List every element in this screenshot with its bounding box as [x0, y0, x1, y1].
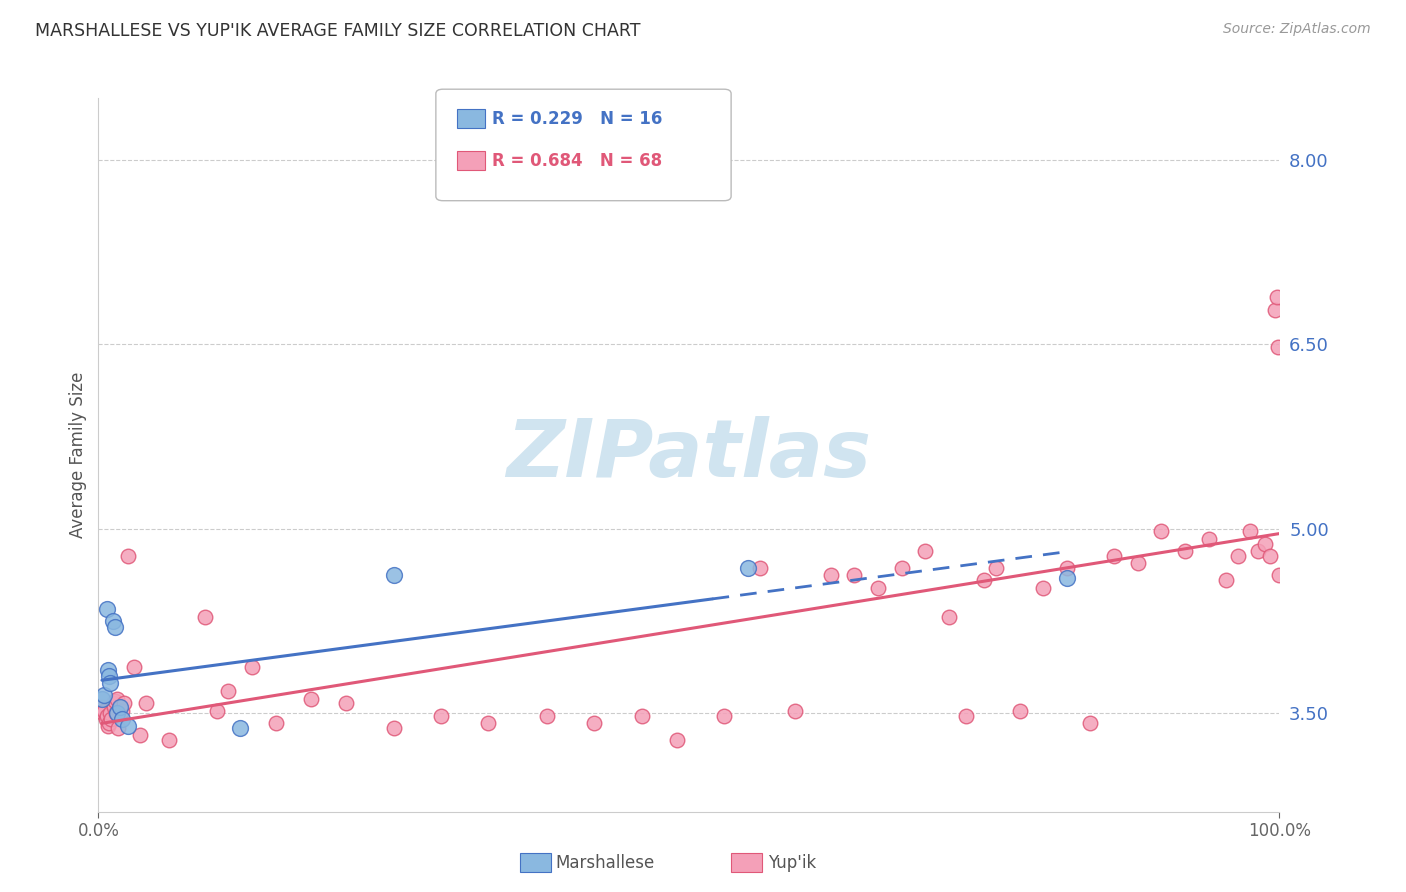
Point: [890, 561, 912, 575]
Point: [240, 659, 263, 673]
Point: [1215, 574, 1237, 588]
Text: ZIPatlas: ZIPatlas: [506, 416, 872, 494]
Point: [1247, 544, 1270, 558]
Point: [666, 733, 689, 747]
Point: [430, 708, 453, 723]
Point: [630, 708, 652, 723]
Point: [785, 704, 807, 718]
Point: [103, 700, 125, 714]
Point: [91, 706, 114, 721]
Point: [111, 713, 134, 727]
Point: [100, 713, 122, 727]
Point: [583, 716, 606, 731]
Point: [1056, 571, 1078, 585]
Y-axis label: Average Family Size: Average Family Size: [69, 372, 87, 538]
Point: [97, 663, 120, 677]
Point: [1258, 549, 1281, 563]
Point: [984, 561, 1007, 575]
Point: [128, 728, 150, 742]
Point: [217, 684, 239, 698]
Point: [108, 700, 131, 714]
Point: [229, 721, 252, 735]
Text: R = 0.229   N = 16: R = 0.229 N = 16: [492, 110, 662, 128]
Point: [1254, 536, 1277, 550]
Point: [1264, 302, 1286, 317]
Point: [1198, 532, 1220, 546]
Point: [157, 733, 180, 747]
Point: [973, 574, 995, 588]
Point: [98, 716, 121, 731]
Point: [104, 620, 127, 634]
Point: [91, 700, 114, 714]
Text: Marshallese: Marshallese: [555, 854, 655, 871]
Point: [96, 708, 118, 723]
Point: [98, 706, 121, 721]
Point: [1265, 290, 1288, 304]
Point: [108, 700, 131, 714]
Text: Source: ZipAtlas.com: Source: ZipAtlas.com: [1223, 22, 1371, 37]
Point: [914, 544, 936, 558]
Point: [1150, 524, 1173, 539]
Point: [1239, 524, 1261, 539]
Point: [820, 568, 842, 582]
Point: [264, 716, 287, 731]
Point: [1174, 544, 1197, 558]
Point: [1056, 561, 1078, 575]
Text: R = 0.684   N = 68: R = 0.684 N = 68: [492, 152, 662, 169]
Point: [105, 691, 128, 706]
Point: [748, 561, 770, 575]
Text: Yup'ik: Yup'ik: [768, 854, 815, 871]
Point: [94, 713, 117, 727]
Point: [477, 716, 499, 731]
Point: [97, 718, 120, 732]
Point: [104, 694, 127, 708]
Point: [1102, 549, 1125, 563]
Point: [1267, 340, 1289, 354]
Point: [536, 708, 558, 723]
Point: [1126, 556, 1149, 570]
Text: MARSHALLESE VS YUP'IK AVERAGE FAMILY SIZE CORRELATION CHART: MARSHALLESE VS YUP'IK AVERAGE FAMILY SIZ…: [35, 22, 641, 40]
Point: [299, 691, 322, 706]
Point: [105, 706, 128, 721]
Point: [382, 721, 405, 735]
Point: [938, 610, 960, 624]
Point: [111, 704, 134, 718]
Point: [101, 614, 124, 628]
Point: [866, 581, 889, 595]
Point: [96, 601, 118, 615]
Point: [737, 561, 759, 575]
Point: [117, 549, 139, 563]
Point: [122, 659, 145, 673]
Point: [335, 697, 357, 711]
Point: [98, 669, 121, 683]
Point: [105, 706, 128, 721]
Point: [91, 691, 114, 706]
Point: [1268, 568, 1291, 582]
Point: [93, 688, 115, 702]
Point: [205, 704, 228, 718]
Point: [844, 568, 866, 582]
Point: [713, 708, 735, 723]
Point: [194, 610, 217, 624]
Point: [1032, 581, 1054, 595]
Point: [955, 708, 977, 723]
Point: [112, 697, 135, 711]
Point: [135, 697, 157, 711]
Point: [1080, 716, 1102, 731]
Point: [1008, 704, 1031, 718]
Point: [98, 675, 121, 690]
Point: [382, 568, 405, 582]
Point: [93, 704, 115, 718]
Point: [107, 721, 129, 735]
Point: [1227, 549, 1250, 563]
Point: [101, 697, 124, 711]
Point: [117, 718, 139, 732]
